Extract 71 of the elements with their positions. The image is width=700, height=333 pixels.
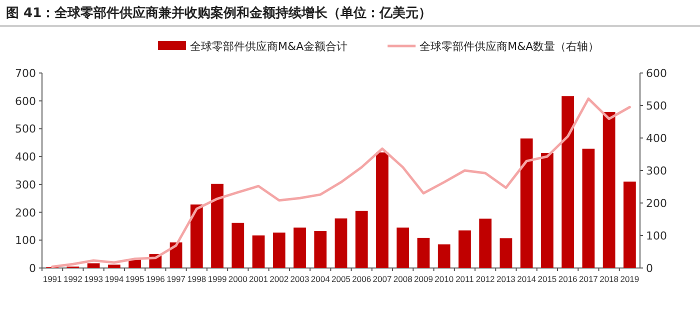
bar	[624, 182, 636, 268]
x-tick-label: 2006	[352, 274, 372, 284]
y-tick-label: 0	[29, 262, 36, 275]
bar	[190, 204, 203, 268]
bar	[602, 112, 616, 268]
y2-tick-label: 200	[646, 197, 667, 210]
bar	[582, 148, 595, 268]
x-tick-label: 2000	[228, 274, 248, 284]
bar	[108, 264, 120, 268]
x-tick-label: 2018	[600, 274, 619, 284]
x-tick-label: 2008	[393, 274, 413, 284]
x-tick-label: 1996	[146, 274, 166, 284]
x-tick-label: 1999	[208, 274, 227, 284]
x-tick-label: 2001	[249, 274, 268, 284]
y2-tick-label: 500	[646, 100, 667, 112]
bar	[500, 238, 512, 268]
x-tick-label: 2003	[290, 274, 310, 284]
bar	[355, 210, 368, 268]
y-tick-label: 100	[15, 234, 36, 248]
bar	[294, 228, 306, 268]
x-tick-label: 2014	[517, 274, 536, 284]
y-tick-label: 200	[15, 206, 36, 220]
bar	[396, 228, 410, 268]
bar	[458, 230, 471, 268]
x-tick-label: 2017	[578, 274, 598, 284]
bar	[376, 152, 388, 268]
y2-tick-label: 600	[646, 67, 667, 80]
y-tick-label: 500	[15, 122, 36, 136]
legend-label: 全球零部件供应商M&A金额合计	[190, 40, 348, 53]
y2-tick-label: 100	[646, 230, 667, 242]
x-tick-label: 1992	[63, 274, 83, 284]
bar	[232, 222, 244, 268]
x-tick-label: 2002	[270, 274, 289, 284]
y2-tick-label: 0	[646, 262, 653, 275]
bar	[272, 232, 286, 268]
x-tick-label: 2005	[332, 274, 351, 284]
bar	[562, 96, 574, 268]
bar	[334, 218, 348, 268]
bar	[438, 244, 450, 268]
x-tick-label: 1995	[125, 274, 145, 284]
bar	[211, 184, 224, 268]
x-tick-label: 1997	[166, 274, 186, 284]
x-tick-label: 2016	[558, 274, 578, 284]
x-tick-label: 2019	[620, 274, 640, 284]
x-tick-label: 1991	[42, 274, 62, 284]
x-tick-label: 1994	[104, 274, 124, 284]
legend-label: 全球零部件供应商M&A数量（右轴）	[420, 40, 600, 53]
x-tick-label: 1998	[187, 274, 206, 284]
y2-tick-label: 400	[646, 132, 667, 145]
y-tick-label: 700	[15, 67, 36, 80]
y-tick-label: 400	[15, 150, 36, 164]
y-tick-label: 600	[15, 94, 36, 108]
x-tick-label: 2012	[476, 274, 496, 284]
x-tick-label: 2007	[372, 274, 392, 284]
y-tick-label: 300	[15, 178, 36, 192]
x-tick-label: 2009	[414, 274, 434, 284]
bar	[314, 230, 327, 268]
bar	[87, 263, 100, 268]
bar	[479, 218, 492, 268]
x-tick-label: 1993	[84, 274, 104, 284]
bar	[541, 152, 554, 268]
x-tick-label: 2015	[538, 274, 557, 284]
x-tick-label: 2013	[496, 274, 516, 284]
x-tick-label: 2011	[456, 274, 474, 284]
bar	[252, 235, 265, 268]
bar	[520, 138, 533, 268]
bar	[417, 238, 430, 268]
chart-title: 图 41：全球零部件供应商兼并收购案例和金额持续增长（单位：亿美元）	[6, 5, 432, 21]
x-tick-label: 2004	[310, 274, 330, 284]
y2-tick-label: 300	[646, 164, 667, 178]
x-tick-label: 2010	[434, 274, 454, 284]
